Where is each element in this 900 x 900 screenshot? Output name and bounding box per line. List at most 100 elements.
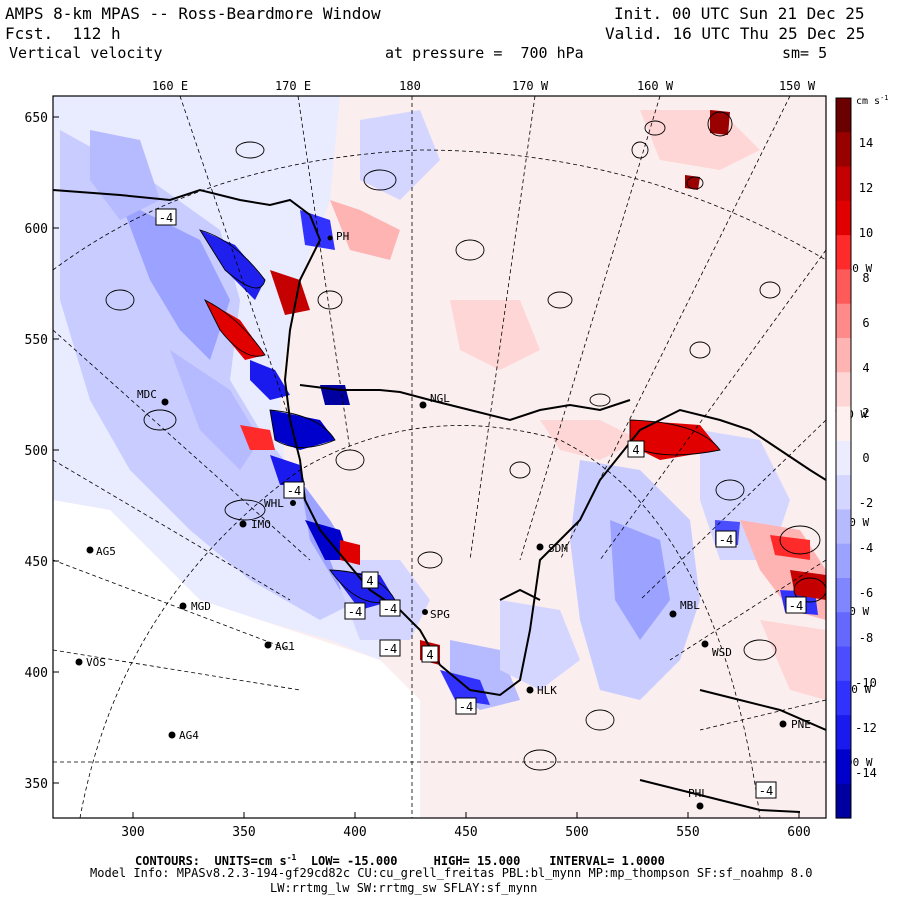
colorbar-band	[836, 338, 851, 373]
contour-info: CONTOURS: UNITS=cm s-1 LOW= -15.000 HIGH…	[135, 851, 665, 868]
top-longitude-labels: 160 E 170 E 180 170 W 160 W 150 W	[152, 79, 816, 93]
extreme-labels: -4 -4 -4 4 4 -4 -4 4 -4 -4 -4 -4	[155, 208, 807, 799]
colorbar-label: 0	[862, 451, 869, 465]
colorbar-units-exp: -1	[880, 94, 888, 102]
forecast-value: 112 h	[72, 24, 121, 43]
shaded-field	[53, 96, 826, 818]
colorbar-band	[836, 166, 851, 202]
extreme-label-text: -4	[383, 602, 397, 616]
init-time: Init. 00 UTC Sun 21 Dec 25	[614, 5, 864, 23]
station-spg[interactable]: SPG	[422, 608, 450, 621]
colorbar-label: 12	[859, 181, 873, 195]
pressure-value: 700 hPa	[520, 44, 584, 62]
colorbar-band	[836, 680, 851, 716]
contour-low: LOW= -15.000	[310, 854, 398, 868]
colorbar-label: -8	[859, 631, 873, 645]
pressure-label: at pressure =	[385, 44, 503, 62]
extreme-label: 4	[361, 571, 379, 589]
extreme-label-text: -4	[459, 700, 473, 714]
forecast-hour: Fcst. 112 h	[5, 25, 121, 43]
radiation-info: LW:rrtmg_lw SW:rrtmg_sw SFLAY:sf_mynn	[270, 881, 538, 895]
station-phl[interactable]: PHL	[688, 787, 708, 810]
colorbar-band	[836, 406, 851, 442]
colorbar-bands	[836, 98, 851, 819]
longitude-label: 170 E	[275, 79, 311, 93]
station-ag1[interactable]: AG1	[264, 640, 295, 653]
extreme-label: -4	[455, 697, 477, 715]
colorbar-band	[836, 269, 851, 305]
extreme-label: -4	[379, 639, 401, 657]
graticule	[53, 96, 826, 818]
station-label: MBL	[680, 599, 700, 612]
colorbar-label: -6	[859, 586, 873, 600]
colorbar-band	[836, 783, 851, 819]
station-label: PH	[336, 230, 349, 243]
colorbar-band	[836, 98, 851, 133]
longitude-label: 160 W	[637, 79, 674, 93]
colorbar-band	[836, 372, 851, 408]
y-tick-label: 350	[25, 777, 48, 792]
x-tick-label: 350	[232, 825, 255, 840]
extreme-label-text: -4	[348, 605, 362, 619]
station-wsd[interactable]: WSD	[701, 640, 732, 660]
station-imo[interactable]: IMO	[239, 518, 271, 531]
station-ph[interactable]: PH	[327, 230, 350, 243]
colorbar-label: 6	[862, 316, 869, 330]
x-tick-label: 300	[121, 825, 144, 840]
extreme-label: -4	[283, 481, 305, 499]
extreme-label: -4	[755, 781, 777, 799]
extreme-label: 4	[421, 645, 439, 663]
colorbar-label: -10	[855, 676, 877, 690]
station-label: VOS	[86, 656, 106, 669]
extreme-label-text: 4	[632, 443, 639, 457]
y-tick-label: 600	[25, 222, 48, 237]
station-mgd[interactable]: MGD	[179, 600, 211, 613]
colorbar-band	[836, 578, 851, 613]
init-label: Init.	[614, 4, 663, 23]
valid-label: Valid.	[605, 24, 663, 43]
extreme-label: -4	[379, 599, 401, 617]
colorbar-label: -12	[855, 721, 877, 735]
station-label: WSD	[712, 646, 732, 659]
station-ag4[interactable]: AG4	[168, 729, 200, 742]
valid-time: Valid. 16 UTC Thu 25 Dec 25	[605, 25, 865, 43]
colorbar-label: -2	[859, 496, 873, 510]
contour-high: HIGH= 15.000	[433, 854, 521, 868]
station-label: PHL	[688, 787, 708, 800]
longitude-label: 90 W	[846, 756, 873, 769]
extreme-label-text: -4	[719, 533, 733, 547]
colorbar-label: 10	[859, 226, 873, 240]
colorbar-band	[836, 235, 851, 271]
y-tick-label: 650	[25, 111, 48, 126]
colorbar-label: 14	[859, 136, 873, 150]
contour-units-exp: -1	[286, 853, 297, 862]
colorbar-label: 8	[862, 271, 869, 285]
smoothing-value: sm= 5	[782, 44, 828, 62]
extreme-label-text: 4	[366, 574, 373, 588]
colorbar-band	[836, 509, 851, 545]
station-label: AG4	[179, 729, 199, 742]
station-ag5[interactable]: AG5	[86, 545, 116, 558]
longitude-label: 180	[399, 79, 421, 93]
colorbar-label: 2	[862, 406, 869, 420]
extreme-label: -4	[344, 602, 366, 620]
station-mdc[interactable]: MDC	[137, 388, 169, 406]
contour-units: UNITS=cm s	[214, 854, 287, 868]
station-label: WHL	[264, 497, 284, 510]
extreme-label-text: -4	[789, 599, 803, 613]
station-sdm[interactable]: SDM	[536, 542, 569, 555]
x-tick-label: 500	[565, 825, 588, 840]
contour-interval: INTERVAL= 1.0000	[549, 854, 665, 868]
extreme-label: -4	[155, 208, 177, 226]
station-mbl[interactable]: MBL	[669, 599, 701, 618]
station-hlk[interactable]: HLK	[526, 684, 558, 697]
station-label: MDC	[137, 388, 157, 401]
station-pne[interactable]: PNE	[779, 718, 811, 731]
colorbar-label: -4	[859, 541, 873, 555]
station-vos[interactable]: VOS	[75, 656, 106, 669]
station-ngl[interactable]: NGL	[419, 392, 451, 409]
station-label: AG5	[96, 545, 116, 558]
station-whl[interactable]: WHL	[264, 497, 296, 510]
field-name: Vertical velocity	[9, 44, 163, 62]
